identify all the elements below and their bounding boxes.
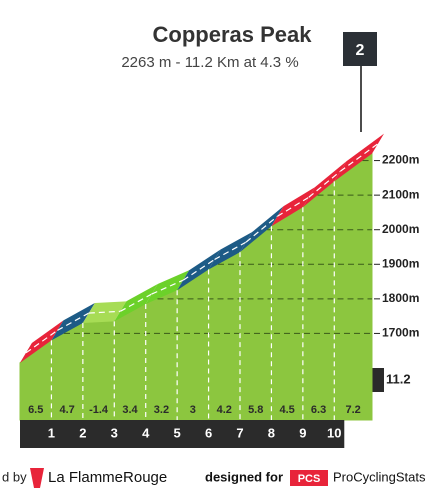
segment-ridge — [308, 170, 341, 198]
segment-face — [302, 180, 335, 421]
segment-top — [114, 284, 158, 322]
x-tick-label: 4 — [142, 425, 150, 440]
x-tick-label: 1 — [48, 425, 55, 440]
segment-face — [270, 206, 304, 421]
y-tick-label: 2100m — [382, 187, 419, 201]
x-tick-label: 7 — [236, 425, 243, 440]
segment-top — [51, 303, 95, 341]
x-tick-label: 10 — [327, 425, 341, 440]
y-tick-label: 1900m — [382, 256, 419, 270]
footer-site: ProCyclingStats — [333, 469, 426, 484]
gradient-label: 4.7 — [59, 404, 74, 416]
segment-ridge — [151, 279, 184, 295]
x-tick-label: 5 — [174, 425, 181, 440]
segment-face — [113, 303, 147, 421]
gradient-label: 4.2 — [217, 404, 232, 416]
gradient-label: 6.5 — [28, 404, 43, 416]
pcs-logo — [290, 470, 328, 486]
gradient-label: 3 — [190, 404, 196, 416]
gradient-label: 3.4 — [122, 404, 138, 416]
segment-top — [208, 232, 252, 270]
segment-face — [239, 225, 272, 421]
gradient-label: 3.2 — [154, 404, 169, 416]
segment-top — [271, 187, 315, 227]
brand-logo — [30, 468, 44, 488]
segment-top — [20, 320, 64, 363]
segment-top — [177, 249, 221, 291]
segment-ridge — [245, 215, 278, 243]
segment-face — [208, 251, 241, 421]
y-tick-label: 2200m — [382, 153, 419, 167]
chart-subtitle: 2263 m - 11.2 Km at 4.3 % — [121, 54, 298, 71]
x-tick-label: 6 — [205, 425, 212, 440]
gradient-label: 6.3 — [311, 404, 326, 416]
segment-face — [176, 268, 210, 421]
segment-ridge — [25, 329, 58, 354]
y-tick-label: 2000m — [382, 222, 419, 236]
segment-ridge — [277, 196, 310, 217]
footer-pcs: PCS — [298, 473, 321, 485]
footer-designed: designed for — [205, 469, 283, 484]
x-tick-label: 8 — [268, 425, 275, 440]
footer-brand: La FlammeRouge — [48, 469, 167, 486]
chart-title: Copperas Peak — [153, 22, 313, 47]
gradient-label: 7.2 — [345, 404, 360, 416]
base-front — [20, 420, 345, 448]
profile: 6.5 4.7 -1.4 3.4 3.2 3 4.2 5.8 4.5 6.3 7.2 1700m 180… — [19, 133, 419, 448]
gradient-label: -1.4 — [89, 404, 109, 416]
x-tick-label: 11.2 — [386, 371, 411, 386]
segment-ridge — [119, 293, 153, 312]
x-tick-label: 3 — [111, 425, 118, 440]
segment-ridge — [57, 312, 90, 331]
category-label: 2 — [356, 42, 365, 59]
gradient-label: 4.5 — [279, 404, 294, 416]
gradient-label: 5.8 — [248, 404, 263, 416]
x-tick-label: 9 — [299, 425, 306, 440]
segment-ridge — [339, 143, 379, 172]
segment-ridge — [88, 310, 121, 314]
segment-face — [145, 289, 178, 421]
footer-powered: d by — [2, 469, 27, 484]
segment-ridge — [214, 241, 247, 260]
x-tick-label: 2 — [79, 425, 86, 440]
category-badge — [343, 32, 377, 66]
segment-ridge — [182, 258, 215, 281]
y-tick-label: 1800m — [382, 291, 419, 305]
y-tick-label: 1700m — [382, 326, 419, 340]
segment-top — [145, 270, 190, 305]
segment-face — [333, 152, 373, 421]
